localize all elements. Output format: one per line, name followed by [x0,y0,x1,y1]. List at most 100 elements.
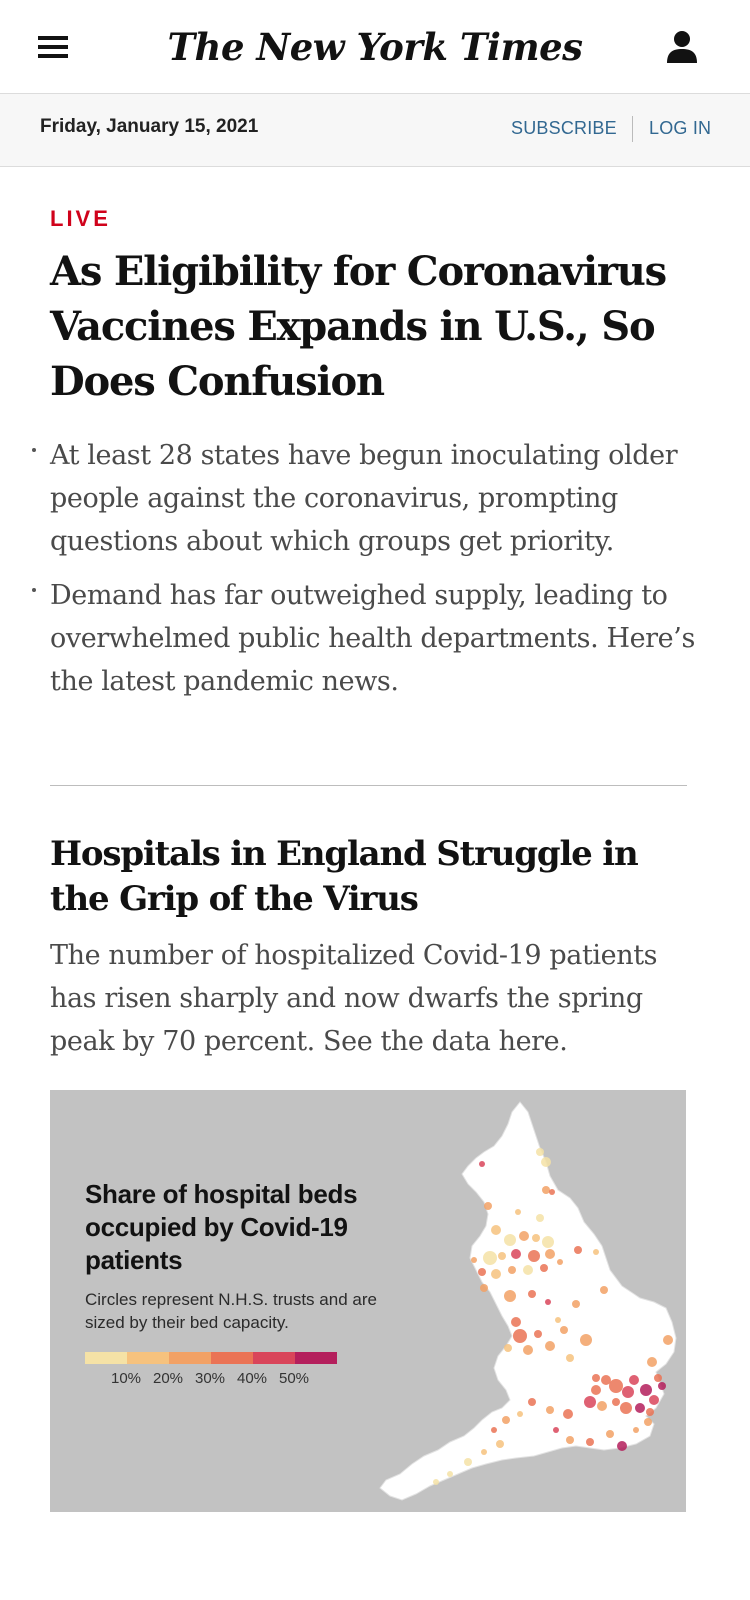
summary-bullet: At least 28 states have begun inoculatin… [32,434,705,563]
nhs-trust-circle [504,1290,516,1302]
nhs-trust-circle [504,1234,516,1246]
nhs-trust-circle [555,1317,561,1323]
nhs-trust-circle [541,1157,551,1167]
nhs-trust-circle [580,1334,592,1346]
hamburger-menu-icon[interactable] [38,36,68,58]
nyt-logo[interactable]: The New York Times [167,25,583,69]
nhs-trust-circle [600,1286,608,1294]
nhs-trust-circle [481,1449,487,1455]
map-circles [433,1148,673,1485]
england-hospital-map-graphic[interactable]: Share of hospital beds occupied by Covid… [50,1090,686,1512]
nhs-trust-circle [629,1375,639,1385]
nhs-trust-circle [447,1471,453,1477]
nhs-trust-circle [617,1441,627,1451]
nhs-trust-circle [504,1344,512,1352]
nhs-trust-circle [523,1345,533,1355]
nhs-trust-circle [560,1326,568,1334]
nhs-trust-circle [479,1161,485,1167]
nhs-trust-circle [433,1479,439,1485]
login-link[interactable]: LOG IN [649,118,712,138]
nhs-trust-circle [622,1386,634,1398]
legend-labels: 10% 20% 30% 40% 50% [85,1370,385,1390]
nhs-trust-circle [508,1266,516,1274]
nhs-trust-circle [542,1236,554,1248]
nhs-trust-circle [545,1249,555,1259]
nhs-trust-circle [635,1403,645,1413]
legend-label: 20% [153,1370,184,1387]
legend-swatch [127,1352,169,1364]
nhs-trust-circle [545,1341,555,1351]
nhs-trust-circle [546,1406,554,1414]
nhs-trust-circle [480,1284,488,1292]
person-icon[interactable] [663,28,701,66]
lead-headline[interactable]: As Eligibility for Coronavirus Vaccines … [50,248,667,405]
legend-swatch [211,1352,253,1364]
nhs-trust-circle [491,1225,501,1235]
nhs-trust-circle [528,1290,536,1298]
legend-label: 50% [279,1370,310,1387]
nhs-trust-circle [663,1335,673,1345]
live-label: LIVE [50,206,111,231]
nhs-trust-circle [484,1202,492,1210]
nhs-trust-circle [592,1374,600,1382]
nhs-trust-circle [491,1427,497,1433]
nhs-trust-circle [502,1416,510,1424]
nhs-trust-circle [591,1385,601,1395]
color-legend [85,1352,345,1364]
nhs-trust-circle [572,1300,580,1308]
england-map [379,1101,677,1501]
nhs-trust-circle [549,1189,555,1195]
nhs-trust-circle [523,1265,533,1275]
nhs-trust-circle [515,1209,521,1215]
nhs-trust-circle [553,1427,559,1433]
legend-swatch [169,1352,211,1364]
nhs-trust-circle [540,1264,548,1272]
nhs-trust-circle [658,1382,666,1390]
nhs-trust-circle [593,1249,599,1255]
nhs-trust-circle [478,1268,486,1276]
nhs-trust-circle [511,1249,521,1259]
nhs-trust-circle [557,1259,563,1265]
nhs-trust-circle [528,1250,540,1262]
legend-swatch [295,1352,337,1364]
nhs-trust-circle [612,1398,620,1406]
nhs-trust-circle [609,1379,623,1393]
second-headline[interactable]: Hospitals in England Struggle in the Gri… [50,834,639,919]
nhs-trust-circle [646,1408,654,1416]
nhs-trust-circle [517,1411,523,1417]
nhs-trust-circle [511,1317,521,1327]
graphic-subtitle: Circles represent N.H.S. trusts and are … [85,1290,377,1332]
nhs-trust-circle [654,1374,662,1382]
legend-label: 10% [111,1370,142,1387]
subscribe-link[interactable]: SUBSCRIBE [511,118,617,138]
nhs-trust-circle [649,1395,659,1405]
nhs-trust-circle [574,1246,582,1254]
nhs-trust-circle [620,1402,632,1414]
nhs-trust-circle [597,1401,607,1411]
nhs-trust-circle [519,1231,529,1241]
nhs-trust-circle [601,1375,611,1385]
nhs-trust-circle [498,1252,506,1260]
nhs-trust-circle [528,1398,536,1406]
nhs-trust-circle [513,1329,527,1343]
nhs-trust-circle [471,1257,477,1263]
nhs-trust-circle [640,1384,652,1396]
nhs-trust-circle [545,1299,551,1305]
legend-label: 30% [195,1370,226,1387]
current-date: Friday, January 15, 2021 [40,116,259,137]
nhs-trust-circle [633,1427,639,1433]
nhs-trust-circle [491,1269,501,1279]
nhs-trust-circle [496,1440,504,1448]
nhs-trust-circle [566,1436,574,1444]
nhs-trust-circle [536,1214,544,1222]
date-bar: Friday, January 15, 2021 SUBSCRIBE LOG I… [0,94,750,167]
nhs-trust-circle [464,1458,472,1466]
legend-swatch [85,1352,127,1364]
nhs-trust-circle [532,1234,540,1242]
legend-label: 40% [237,1370,268,1387]
nhs-trust-circle [483,1251,497,1265]
nhs-trust-circle [647,1357,657,1367]
summary-bullet: Demand has far outweighed supply, leadin… [32,574,705,703]
nhs-trust-circle [536,1148,544,1156]
masthead: The New York Times [0,0,750,94]
